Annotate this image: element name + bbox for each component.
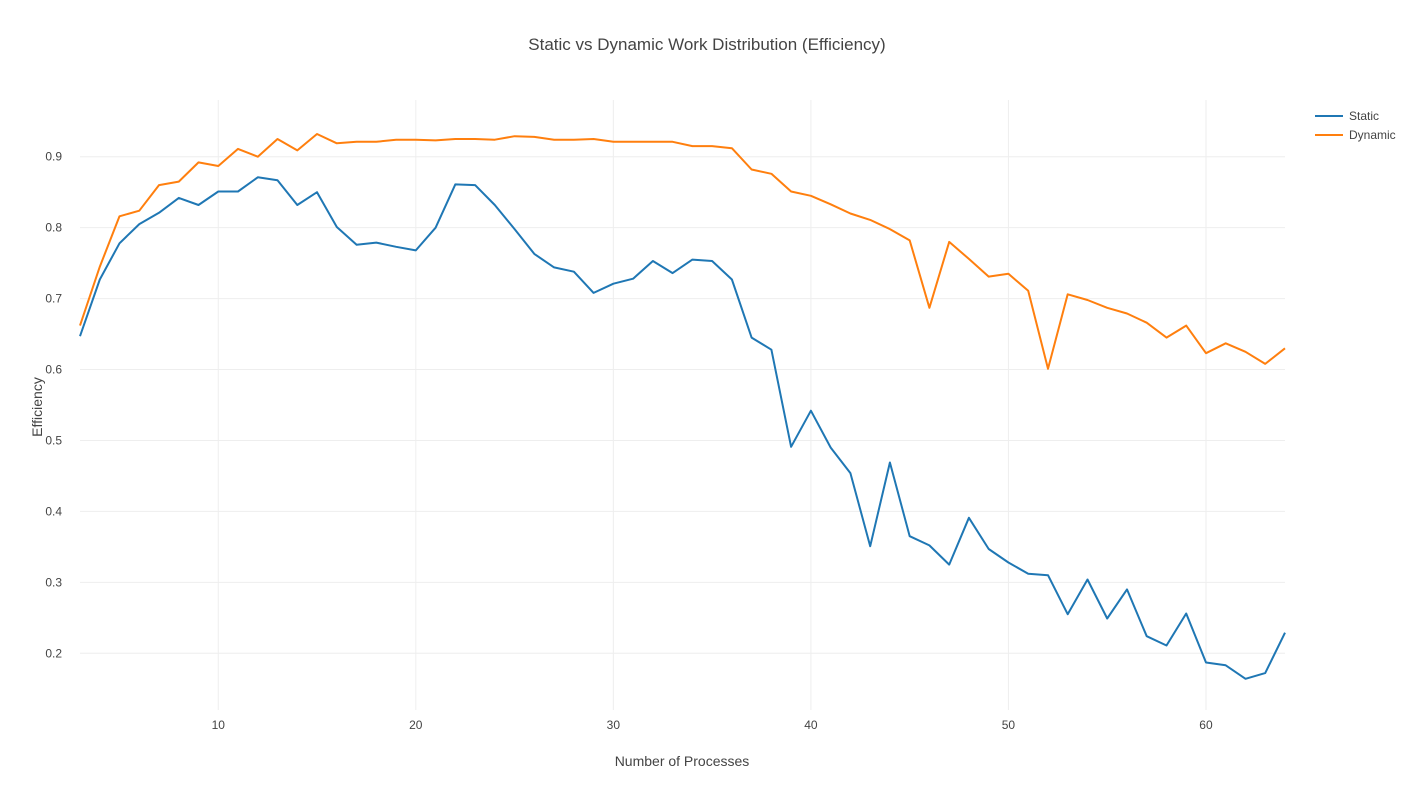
x-tick-label: 20	[409, 718, 423, 732]
legend[interactable]: Static Dynamic	[1315, 109, 1396, 142]
series-line-dynamic	[79, 133, 1286, 370]
y-tick-label: 0.4	[45, 504, 62, 518]
y-tick-label: 0.9	[45, 150, 62, 164]
series-lines	[79, 133, 1286, 680]
chart-title: Static vs Dynamic Work Distribution (Eff…	[528, 35, 885, 54]
legend-label-static: Static	[1349, 109, 1379, 123]
y-tick-label: 0.7	[45, 292, 62, 306]
x-axis-ticks: 10 20 30 40 50 60	[212, 718, 1213, 732]
y-tick-label: 0.6	[45, 363, 62, 377]
x-tick-label: 10	[212, 718, 226, 732]
series-line-static	[79, 176, 1286, 680]
y-tick-label: 0.3	[45, 575, 62, 589]
x-tick-label: 60	[1199, 718, 1213, 732]
x-tick-label: 40	[804, 718, 818, 732]
y-axis-ticks: 0.2 0.3 0.4 0.5 0.6 0.7 0.8 0.9	[45, 150, 62, 661]
y-tick-label: 0.8	[45, 221, 62, 235]
x-axis-title: Number of Processes	[615, 753, 750, 769]
y-axis-title: Efficiency	[29, 377, 45, 437]
gridlines	[80, 100, 1285, 710]
x-tick-label: 30	[607, 718, 621, 732]
legend-label-dynamic: Dynamic	[1349, 128, 1396, 142]
y-tick-label: 0.2	[45, 646, 62, 660]
x-tick-label: 50	[1002, 718, 1016, 732]
y-tick-label: 0.5	[45, 433, 62, 447]
